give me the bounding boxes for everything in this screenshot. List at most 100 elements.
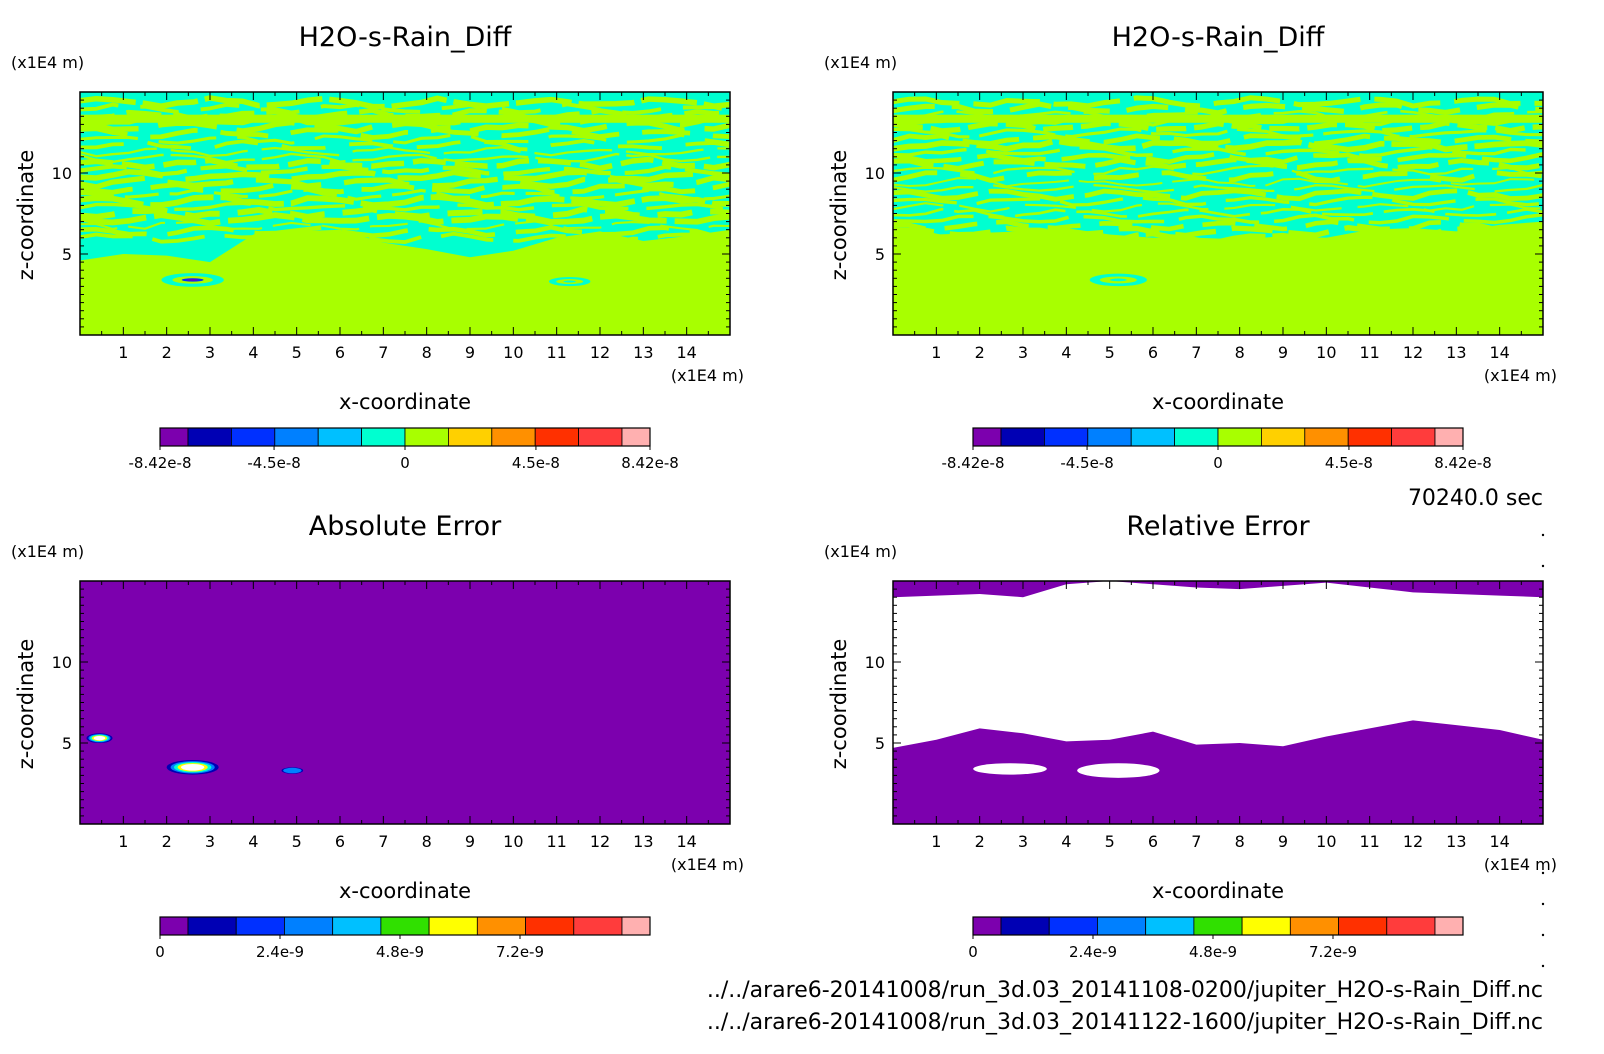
x-tick-label: 2 [975,343,985,362]
colorbar-swatch-11 [578,427,623,447]
colorbar-tick-label: 2.4e-9 [256,943,304,961]
contour-field [893,92,1543,335]
colorbar-swatch-7 [1217,427,1262,447]
colorbar-swatch-2 [1000,427,1045,447]
colorbar-swatch-8 [1289,916,1339,936]
colorbar-swatch-11 [621,916,651,936]
colorbar-tick-label: 4.5e-8 [512,454,560,472]
x-tick-label: 2 [162,343,172,362]
y-axis-label: z-coordinate [827,150,851,281]
y-tick-label: 5 [62,734,72,753]
error-spot-3-level-2 [283,767,302,774]
colorbar-swatch-6 [1193,916,1243,936]
x-axis-label: x-coordinate [1152,879,1284,903]
feature-1-core [1109,278,1127,282]
x-tick-label: 3 [1018,832,1028,851]
colorbar-tick-label: -8.42e-8 [129,454,192,472]
x-tick-label: 10 [503,832,523,851]
y-tick-label: 5 [875,734,885,753]
footer-file-path-1: ../../arare6-20141008/run_3d.03_20141108… [707,978,1543,1003]
x-tick-label: 1 [118,343,128,362]
colorbar-swatch-8 [447,427,493,447]
colorbar-swatch-8 [1261,427,1306,447]
y-axis-label: z-coordinate [14,639,38,770]
x-axis-label: x-coordinate [1152,390,1284,414]
colorbar-swatch-3 [235,916,285,936]
colorbar-swatch-7 [404,427,449,447]
y-unit-label: (x1E4 m) [824,53,897,72]
colorbar-swatch-6 [1174,427,1219,447]
x-tick-label: 4 [1061,343,1071,362]
contour-field [893,581,1543,824]
x-tick-label: 4 [248,343,258,362]
colorbar-swatch-6 [361,427,406,447]
y-tick-label: 5 [875,245,885,264]
feature-2-core [563,280,576,283]
x-tick-label: 12 [1403,832,1423,851]
colorbar-swatch-4 [274,427,319,447]
y-axis-label: z-coordinate [827,639,851,770]
x-tick-label: 1 [931,343,941,362]
x-tick-label: 2 [162,832,172,851]
y-axis-label: z-coordinate [14,150,38,281]
x-tick-label: 11 [1359,343,1379,362]
panel-title: H2O-s-Rain_Diff [1112,22,1326,53]
x-tick-label: 5 [1105,832,1115,851]
x-tick-label: 13 [1446,832,1466,851]
contour-field [80,92,730,335]
y-unit-label: (x1E4 m) [824,542,897,561]
error-spot-2-level-5 [180,764,205,771]
x-tick-label: 8 [422,343,432,362]
x-unit-label: (x1E4 m) [1484,855,1557,874]
colorbar-swatch-10 [1386,916,1436,936]
x-unit-label: (x1E4 m) [1484,366,1557,385]
x-tick-label: 6 [1148,343,1158,362]
colorbar: -8.42e-8 -4.5e-8 0 4.5e-8 8.42e-8 [942,427,1492,472]
white-patch-1 [973,763,1047,775]
colorbar-tick-label: 4.8e-9 [1189,943,1237,961]
colorbar-swatch-10 [1347,427,1392,447]
time-label: 70240.0 sec [1408,486,1543,511]
white-region [893,581,1543,748]
panel-title: H2O-s-Rain_Diff [299,22,513,53]
colorbar-tick-label: 7.2e-9 [1309,943,1357,961]
contour-field [80,581,730,824]
x-tick-label: 9 [465,343,475,362]
colorbar-tick-label: 8.42e-8 [1434,454,1492,472]
x-tick-label: 12 [1403,343,1423,362]
x-unit-label: (x1E4 m) [671,855,744,874]
axis-ticks [893,581,1543,824]
colorbar-swatch-10 [573,916,623,936]
colorbar-tick-label: -8.42e-8 [942,454,1005,472]
x-axis-label: x-coordinate [339,879,471,903]
axis-ticks [80,92,730,335]
colorbar-swatch-1 [972,427,1002,447]
colorbar-swatch-9 [525,916,575,936]
x-tick-label: 14 [676,832,696,851]
colorbar-swatch-4 [1097,916,1147,936]
colorbar-swatch-1 [159,916,189,936]
colorbar-swatch-11 [1391,427,1436,447]
x-tick-label: 5 [1105,343,1115,362]
colorbar-swatch-4 [284,916,334,936]
axis-ticks [80,581,730,824]
colorbar-tick-label: 4.5e-8 [1325,454,1373,472]
x-tick-label: 10 [1316,832,1336,851]
colorbar-swatch-7 [428,916,478,936]
x-tick-label: 6 [1148,832,1158,851]
x-tick-label: 5 [292,832,302,851]
colorbar-swatch-9 [1304,427,1349,447]
top-band [893,114,1543,123]
x-tick-label: 13 [633,832,653,851]
colorbar-tick-label: 0 [1213,454,1223,472]
colorbar-swatch-11 [1434,916,1464,936]
x-tick-label: 14 [1489,832,1509,851]
y-tick-label: 10 [52,164,72,183]
y-unit-label: (x1E4 m) [11,53,84,72]
colorbar-swatch-1 [972,916,1002,936]
colorbar-swatch-3 [1048,916,1098,936]
top-band [80,114,730,123]
colorbar-swatch-5 [332,916,382,936]
colorbar-swatch-4 [1087,427,1132,447]
